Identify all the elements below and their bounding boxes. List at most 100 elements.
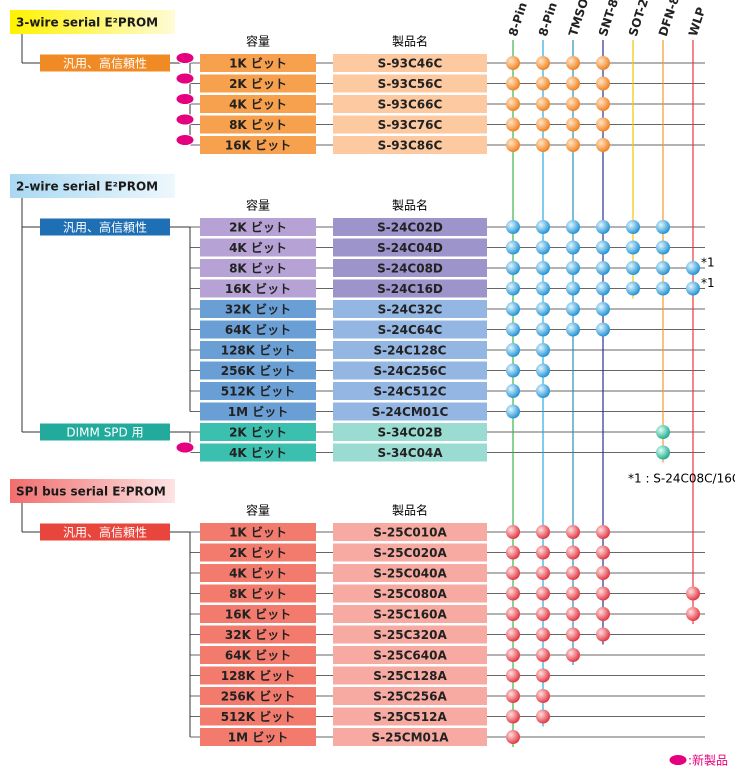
package-dot xyxy=(656,261,670,275)
section-header xyxy=(10,174,175,198)
capacity-box xyxy=(200,115,316,134)
package-dot xyxy=(566,545,580,560)
package-dot xyxy=(506,56,520,70)
product-box xyxy=(333,320,487,339)
capacity: 4K ビット xyxy=(229,240,287,255)
package-dot xyxy=(596,261,610,275)
product: S-24C02D xyxy=(377,221,443,235)
note-mark: *1 xyxy=(701,256,715,270)
package-dot xyxy=(656,240,670,255)
package-dot xyxy=(596,322,610,337)
capacity-box xyxy=(200,136,316,154)
capacity-box xyxy=(200,54,316,72)
product: S-24C32C xyxy=(378,303,443,317)
package-dot xyxy=(536,117,550,132)
capacity: 8K ビット xyxy=(229,261,287,276)
capacity-box xyxy=(200,95,316,113)
package-dot xyxy=(566,627,580,642)
package-dot xyxy=(566,76,580,91)
capacity-box xyxy=(200,625,316,644)
package-dot xyxy=(506,566,520,580)
package-dot xyxy=(566,117,580,132)
package-dot xyxy=(536,138,550,152)
package-dot xyxy=(536,97,550,111)
product: S-25C320A xyxy=(373,628,447,642)
package-dot xyxy=(506,627,520,642)
group-box xyxy=(40,54,170,72)
note: *1 : S-24C08C/16C xyxy=(628,472,735,486)
capacity-box xyxy=(200,300,316,318)
column-header: 容量 xyxy=(246,34,270,49)
package-dot xyxy=(596,566,610,580)
package-dot xyxy=(656,281,670,296)
package-dot xyxy=(536,343,550,357)
product-box xyxy=(333,341,487,359)
section-header xyxy=(10,479,175,503)
package-dot xyxy=(506,709,520,724)
product: S-93C46C xyxy=(378,57,443,71)
capacity: 512K ビット xyxy=(221,709,296,724)
package-dot xyxy=(506,545,520,560)
package-dot xyxy=(566,302,580,316)
product-box xyxy=(333,584,487,603)
capacity-box xyxy=(200,646,316,664)
package-dot xyxy=(596,281,610,296)
product-box xyxy=(333,382,487,400)
package-dot xyxy=(536,668,550,683)
package-dot xyxy=(506,138,520,152)
package-dot xyxy=(566,97,580,111)
product: S-24C512C xyxy=(374,385,447,399)
capacity: 32K ビット xyxy=(225,302,291,317)
capacity-box xyxy=(200,218,316,236)
product: S-25C040A xyxy=(373,567,447,581)
product-box xyxy=(333,605,487,623)
product: S-24C16D xyxy=(377,282,443,296)
capacity: 1K ビット xyxy=(229,56,287,71)
package-dot xyxy=(596,56,610,70)
capacity-box xyxy=(200,728,316,746)
package-dot xyxy=(506,97,520,111)
capacity: 2K ビット xyxy=(229,545,287,560)
product-box xyxy=(333,136,487,154)
capacity-box xyxy=(200,523,316,541)
product-box xyxy=(333,300,487,318)
package-dot xyxy=(596,76,610,91)
new-icon xyxy=(175,134,195,146)
group-box xyxy=(40,423,170,441)
capacity: 256K ビット xyxy=(221,363,296,378)
capacity-box xyxy=(200,543,316,562)
product: S-93C66C xyxy=(378,98,443,112)
capacity-box xyxy=(200,279,316,298)
capacity-box xyxy=(200,382,316,400)
package-dot xyxy=(566,240,580,255)
product: S-34C04A xyxy=(377,446,443,460)
package-dot xyxy=(506,404,520,419)
package-dot xyxy=(536,56,550,70)
group-label: 汎用、高信頼性 xyxy=(63,220,147,235)
capacity: 16K ビット xyxy=(225,281,291,296)
capacity: 128K ビット xyxy=(221,668,296,683)
product: S-25C128A xyxy=(373,669,447,683)
product: S-24C128C xyxy=(374,344,447,358)
package-dot xyxy=(596,302,610,316)
package-dot xyxy=(536,586,550,601)
package-dot xyxy=(656,220,670,234)
capacity: 1M ビット xyxy=(228,404,288,419)
note-mark: *1 xyxy=(701,276,715,290)
new-icon xyxy=(175,93,195,105)
package-dot xyxy=(536,525,550,539)
product-box xyxy=(333,646,487,664)
product-box xyxy=(333,259,487,277)
group-box xyxy=(40,218,170,236)
package-dot xyxy=(596,220,610,234)
product: S-24C256C xyxy=(374,364,447,378)
capacity-box xyxy=(200,238,316,257)
column-header: 製品名 xyxy=(392,34,428,49)
capacity: 512K ビット xyxy=(221,384,296,399)
capacity-box xyxy=(200,584,316,603)
section-title: 3-wire serial E²PROM xyxy=(16,16,158,30)
package-dot xyxy=(566,586,580,601)
product: S-24C04D xyxy=(377,241,443,255)
package-dot xyxy=(566,322,580,337)
